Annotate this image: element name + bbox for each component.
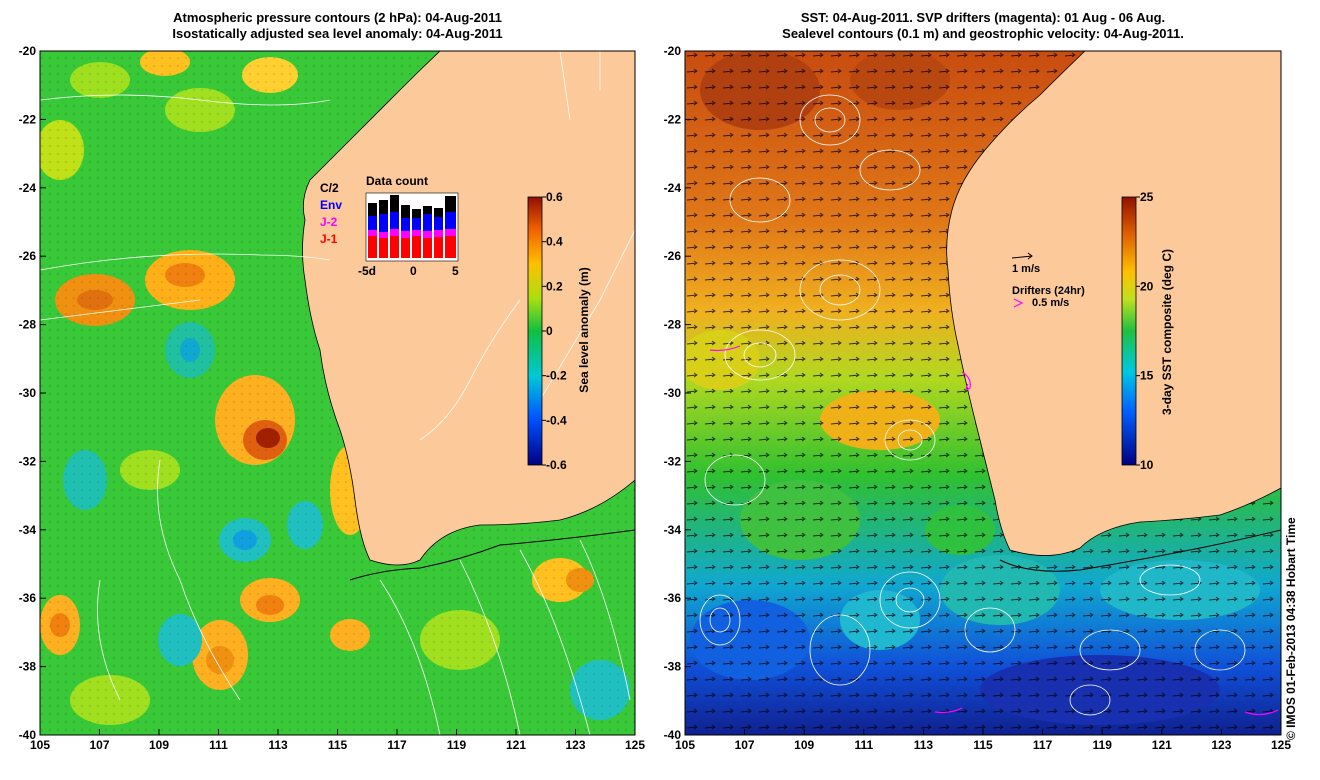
sst-colorbar-tick-label: 15 <box>1140 369 1154 383</box>
right-ytick-label: -38 <box>664 660 682 674</box>
left-xtick-label: 121 <box>506 738 526 752</box>
sla-shelf-line <box>349 529 635 581</box>
right-xtick-label: 107 <box>735 738 755 752</box>
left-ytick-label: -20 <box>19 44 37 58</box>
right-ytick-label: -34 <box>664 523 682 537</box>
sst-sealevel-contours <box>699 94 1246 716</box>
axis-ticks: 105 107 109 111 113 115 117 119 121 123 125-20-22-… <box>19 44 1292 752</box>
sst-colorbar-ticks: 25 20 15 10 <box>1136 190 1154 472</box>
sla-colorbar-tick-label: 0.2 <box>546 279 563 293</box>
left-ytick-label: -28 <box>19 318 37 332</box>
left-ytick-label: -40 <box>19 728 37 742</box>
left-xtick-label: 117 <box>387 738 407 752</box>
right-ytick-label: -28 <box>664 318 682 332</box>
velocity-scale-label: 1 m/s <box>1012 263 1040 275</box>
inset-legend-env: Env <box>320 198 342 212</box>
sst-drifter-tracks <box>709 345 1279 716</box>
sla-colorbar: 0.6 0.4 0.2 0 -0.2 -0.4 -0.6 Sea level anomaly… <box>527 190 591 472</box>
left-title-line1: Atmospheric pressure contours (2 hPa): 0… <box>173 10 502 25</box>
left-ytick-label: -30 <box>19 386 37 400</box>
left-xtick-label: 125 <box>625 738 645 752</box>
left-ytick-label: -22 <box>19 112 37 126</box>
left-ytick-label: -36 <box>19 591 37 605</box>
sla-australia-land <box>302 51 635 566</box>
right-xtick-label: 121 <box>1152 738 1172 752</box>
right-xtick-label: 119 <box>1093 738 1113 752</box>
right-xtick-label: 115 <box>973 738 993 752</box>
velocity-scale-arrow <box>1011 255 1033 259</box>
right-ytick-label: -22 <box>664 112 682 126</box>
sla-colorbar-ticks: 0.6 0.4 0.2 0 -0.2 -0.4 -0.6 <box>542 190 567 472</box>
drifters-legend-marker <box>1013 298 1024 308</box>
velocity-scale-arrowhead <box>1027 252 1033 260</box>
sla-land-contours <box>559 51 601 121</box>
left-ytick-label: -26 <box>19 249 37 263</box>
right-xtick-label: 109 <box>794 738 814 752</box>
left-ytick-label: -34 <box>19 523 37 537</box>
right-ytick-label: -26 <box>664 249 682 263</box>
right-ytick-label: -40 <box>664 728 682 742</box>
right-ytick-label: -36 <box>664 591 682 605</box>
left-map-title: Atmospheric pressure contours (2 hPa): 0… <box>40 10 635 42</box>
left-xtick-label: 111 <box>209 738 228 752</box>
right-title-line2: Sealevel contours (0.1 m) and geostrophi… <box>782 26 1184 41</box>
right-xtick-label: 113 <box>914 738 934 752</box>
right-xtick-label: 125 <box>1271 738 1291 752</box>
right-xtick-label: 105 <box>675 738 695 752</box>
left-xtick-label: 105 <box>30 738 50 752</box>
sst-colorbar-ramp <box>1121 196 1137 466</box>
inset-legend-j2: J-2 <box>320 215 338 229</box>
left-xtick-label: 119 <box>447 738 467 752</box>
right-ytick-label: -24 <box>664 181 682 195</box>
sla-colorbar-ramp <box>527 196 543 466</box>
sst-colorbar-tick-label: 25 <box>1140 190 1154 204</box>
inset-bars <box>368 195 456 258</box>
data-count-inset: Data count C/2 Env J-2 J-1 -5d 0 5 <box>320 174 459 278</box>
left-xtick-label: 107 <box>89 738 109 752</box>
inset-xtick-0: 0 <box>410 264 417 278</box>
inset-xtick-5: 5 <box>452 264 459 278</box>
sla-pressure-contours <box>40 94 635 735</box>
velocity-legend: 1 m/s Drifters (24hr) 0.5 m/s <box>1011 252 1085 309</box>
inset-legend-j1: J-1 <box>320 232 338 246</box>
left-ytick-label: -32 <box>19 454 37 468</box>
inset-title: Data count <box>366 174 428 188</box>
inset-xtick-minus5d: -5d <box>358 264 376 278</box>
sla-colorbar-tick-label: 0 <box>546 324 553 338</box>
sst-australia-land <box>946 51 1281 556</box>
sst-colorbar-tick-label: 10 <box>1140 458 1154 472</box>
sla-map <box>40 51 635 735</box>
right-xtick-label: 117 <box>1033 738 1053 752</box>
right-title-line1: SST: 04-Aug-2011. SVP drifters (magenta)… <box>800 10 1166 25</box>
sst-colorbar-label: 3-day SST composite (deg C) <box>1160 249 1174 415</box>
right-map-title: SST: 04-Aug-2011. SVP drifters (magenta)… <box>685 10 1281 42</box>
sst-shelf-line <box>999 529 1281 572</box>
sla-colorbar-tick-label: 0.4 <box>546 235 563 249</box>
drifters-legend-label: Drifters (24hr) <box>1012 285 1085 297</box>
sla-colorbar-tick-label: -0.4 <box>546 413 567 427</box>
left-title-line2: Isostatically adjusted sea level anomaly… <box>172 26 503 41</box>
imos-credit: © IMOS 01-Feb-2013 04:38 Hobart Time <box>1284 517 1298 740</box>
left-xtick-label: 115 <box>328 738 348 752</box>
left-xtick-label: 123 <box>565 738 585 752</box>
left-xtick-label: 113 <box>268 738 288 752</box>
sst-colorbar-tick-label: 20 <box>1140 279 1154 293</box>
right-ytick-label: -32 <box>664 454 682 468</box>
right-ytick-label: -20 <box>664 44 682 58</box>
sla-colorbar-tick-label: -0.6 <box>546 458 567 472</box>
left-xtick-label: 109 <box>149 738 169 752</box>
sla-colorbar-tick-label: 0.6 <box>546 190 563 204</box>
sst-colorbar: 25 20 15 10 3-day SST composite (deg C) <box>1121 190 1174 472</box>
right-xtick-label: 123 <box>1211 738 1231 752</box>
drifters-speed-label: 0.5 m/s <box>1032 297 1069 309</box>
sst-map <box>685 51 1281 735</box>
sla-colorbar-label: Sea level anomaly (m) <box>577 267 591 392</box>
right-ytick-label: -30 <box>664 386 682 400</box>
inset-legend-c2: C/2 <box>320 181 339 195</box>
right-xtick-label: 111 <box>854 738 873 752</box>
sla-colorbar-tick-label: -0.2 <box>546 369 567 383</box>
left-ytick-label: -24 <box>19 181 37 195</box>
left-ytick-label: -38 <box>19 660 37 674</box>
